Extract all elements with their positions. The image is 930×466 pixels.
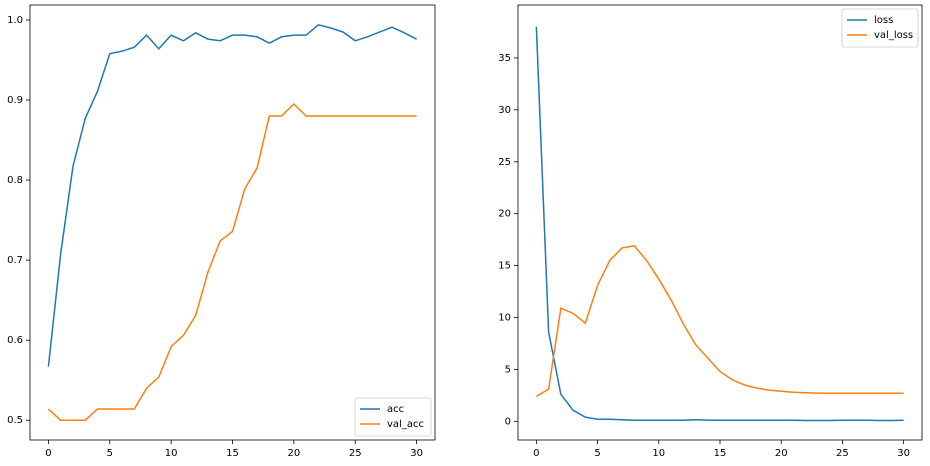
y-tick-label: 0.8 <box>7 175 23 186</box>
y-tick-label: 35 <box>498 53 511 64</box>
y-tick-label: 0.9 <box>7 95 23 106</box>
y-tick-label: 5 <box>505 364 511 375</box>
axes: 0 5 10 15 20 25 30 0.5 0.6 0.7 0.8 0.9 1.0 acc val_acc <box>7 4 436 459</box>
y-tick-label: 0.6 <box>7 335 23 346</box>
y-tick-label: 15 <box>498 261 511 272</box>
y-tick-label: 30 <box>498 105 511 116</box>
y-tick-label: 0 <box>505 416 511 427</box>
legend-label: loss <box>874 15 893 26</box>
series-line <box>535 245 904 398</box>
x-tick-label: 15 <box>226 448 239 459</box>
legend-label: val_loss <box>874 30 913 41</box>
axes-frame <box>517 4 923 441</box>
y-tick-label: 10 <box>498 312 511 323</box>
legend: acc val_acc <box>354 397 432 437</box>
x-tick-label: 10 <box>165 448 178 459</box>
x-tick-label: 5 <box>107 448 113 459</box>
x-tick-label: 15 <box>714 448 727 459</box>
x-tick-label: 30 <box>410 448 423 459</box>
y-tick-label: 0.7 <box>7 255 23 266</box>
series-line <box>535 26 904 422</box>
legend: loss val_loss <box>841 8 919 48</box>
y-tick-label: 0.5 <box>7 415 23 426</box>
y-tick-label: 20 <box>498 209 511 220</box>
legend-box <box>841 8 919 48</box>
x-tick-label: 20 <box>287 448 300 459</box>
legend-label: val_acc <box>387 419 424 430</box>
x-tick-label: 5 <box>594 448 600 459</box>
legend-box <box>354 397 432 437</box>
y-tick-label: 25 <box>498 157 511 168</box>
axes: 0 5 10 15 20 25 30 0 5 10 15 20 25 30 35 loss val_loss <box>498 4 923 459</box>
x-tick-label: 25 <box>836 448 849 459</box>
x-tick-label: 25 <box>349 448 362 459</box>
axes-frame <box>29 4 436 441</box>
x-tick-label: 10 <box>652 448 665 459</box>
x-tick-label: 0 <box>533 448 539 459</box>
legend-label: acc <box>387 404 404 415</box>
y-tick-label: 1.0 <box>7 15 23 26</box>
x-tick-label: 30 <box>897 448 910 459</box>
x-tick-label: 0 <box>45 448 51 459</box>
series-line <box>47 102 417 421</box>
x-tick-label: 20 <box>775 448 788 459</box>
series-line <box>47 23 417 367</box>
